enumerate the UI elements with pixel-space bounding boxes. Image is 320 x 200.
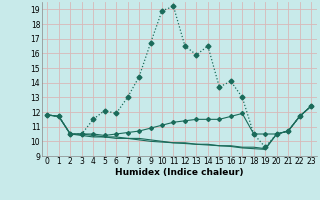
X-axis label: Humidex (Indice chaleur): Humidex (Indice chaleur) [115,168,244,177]
